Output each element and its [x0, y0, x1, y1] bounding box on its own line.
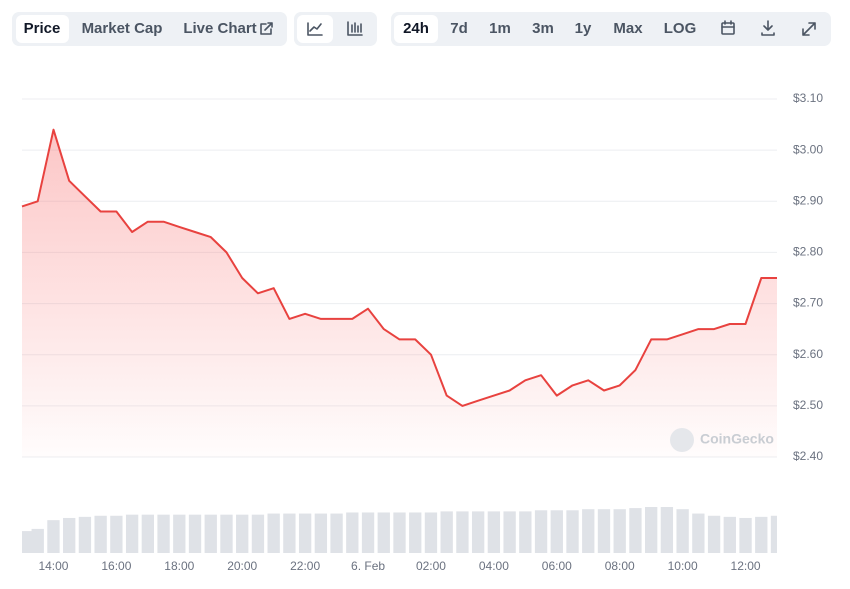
volume-bar — [78, 516, 92, 553]
log-toggle[interactable]: LOG — [664, 20, 697, 37]
volume-bar — [503, 511, 516, 553]
volume-bar — [440, 511, 453, 553]
volume-bar — [125, 514, 139, 553]
x-tick-label: 12:00 — [731, 559, 761, 573]
volume-bar — [487, 511, 501, 553]
x-tick-label: 18:00 — [164, 559, 194, 573]
volume-bar — [582, 509, 595, 553]
volume-bar — [770, 515, 777, 553]
x-tick-label: 04:00 — [479, 559, 509, 573]
volume-bar — [629, 508, 642, 553]
x-tick-label: 02:00 — [416, 559, 446, 573]
range[interactable]: 1m — [489, 20, 511, 37]
x-tick-label: 08:00 — [605, 559, 635, 573]
area — [22, 129, 777, 457]
volume-bar — [456, 511, 469, 553]
range[interactable]: 7d — [450, 20, 468, 37]
volume-bar — [613, 509, 626, 553]
y-tick-label: $2.50 — [793, 398, 823, 412]
volume-bar — [471, 511, 485, 553]
volume-bar — [409, 512, 422, 553]
volume-bar — [267, 513, 280, 553]
volume-bar — [424, 512, 438, 553]
volume-bar — [377, 512, 390, 553]
candle-icon[interactable] — [347, 21, 363, 36]
volume-bar — [707, 515, 721, 553]
volume-bar — [31, 528, 44, 553]
y-tick-label: $2.80 — [793, 245, 823, 259]
external-icon — [260, 22, 273, 35]
volume-bar — [220, 514, 233, 553]
line-button[interactable] — [297, 15, 333, 43]
tab[interactable]: Price — [24, 20, 61, 37]
y-tick-label: $3.10 — [793, 91, 823, 105]
volume-bar — [676, 509, 689, 553]
y-tick-label: $2.90 — [793, 193, 823, 207]
volume-bar — [110, 515, 123, 553]
volume-bar — [739, 517, 752, 553]
y-tick-label: $2.40 — [793, 449, 823, 463]
tab[interactable]: Market Cap — [82, 20, 163, 37]
tab[interactable]: Live Chart — [183, 20, 256, 37]
x-tick-label: 6. Feb — [351, 559, 385, 573]
volume-bar — [298, 513, 312, 553]
volume-bar — [519, 511, 532, 553]
download-icon[interactable] — [761, 20, 775, 36]
range-group — [391, 12, 831, 46]
volume-bar — [645, 507, 658, 553]
y-tick-label: $3.00 — [793, 142, 823, 156]
range[interactable]: Max — [613, 20, 643, 37]
watermark-text: CoinGecko — [700, 431, 774, 447]
price-line — [21, 128, 777, 407]
volume-bar — [63, 517, 76, 553]
active-tab — [16, 15, 69, 43]
calendar-icon[interactable] — [721, 20, 735, 35]
volume-bar — [173, 514, 186, 553]
volume-bar — [157, 514, 170, 553]
volume-bar — [755, 516, 768, 553]
range[interactable]: 3m — [532, 20, 554, 37]
x-tick-label: 20:00 — [227, 559, 257, 573]
volume-bar — [534, 510, 548, 553]
volume-bar — [283, 513, 296, 553]
volume-bar — [566, 510, 579, 553]
x-tick-label: 10:00 — [668, 559, 698, 573]
volume-bar — [723, 516, 736, 553]
volume-bar — [346, 512, 359, 553]
volume-bar — [236, 514, 249, 553]
watermark: CoinGecko — [670, 428, 774, 452]
volume-bar — [660, 507, 674, 553]
volume-bar — [22, 531, 35, 553]
x-tick-label: 16:00 — [101, 559, 131, 573]
y-tick-label: $2.60 — [793, 347, 823, 361]
volume-bar — [361, 512, 375, 553]
active-range — [394, 15, 438, 43]
volume-bar — [330, 513, 343, 553]
volume-bar — [314, 513, 328, 553]
volume-bar — [251, 514, 265, 553]
volume-bar — [141, 514, 154, 553]
range[interactable]: 24h — [403, 20, 429, 37]
volume-bar — [204, 514, 217, 553]
y-tick-label: $2.70 — [793, 296, 823, 310]
volume-bar — [597, 509, 611, 553]
volume-bar — [47, 520, 60, 553]
x-tick-label: 22:00 — [290, 559, 320, 573]
range[interactable]: 1y — [575, 20, 592, 37]
volume-bar — [94, 515, 107, 553]
x-tick-label: 14:00 — [38, 559, 68, 573]
expand-icon[interactable] — [802, 22, 816, 36]
volume-bar — [393, 512, 406, 553]
volume-bar — [550, 510, 563, 553]
volume-bar — [188, 514, 202, 553]
volume-bar — [692, 513, 705, 553]
x-tick-label: 06:00 — [542, 559, 572, 573]
line-icon — [307, 22, 323, 36]
tab-group — [12, 12, 287, 46]
